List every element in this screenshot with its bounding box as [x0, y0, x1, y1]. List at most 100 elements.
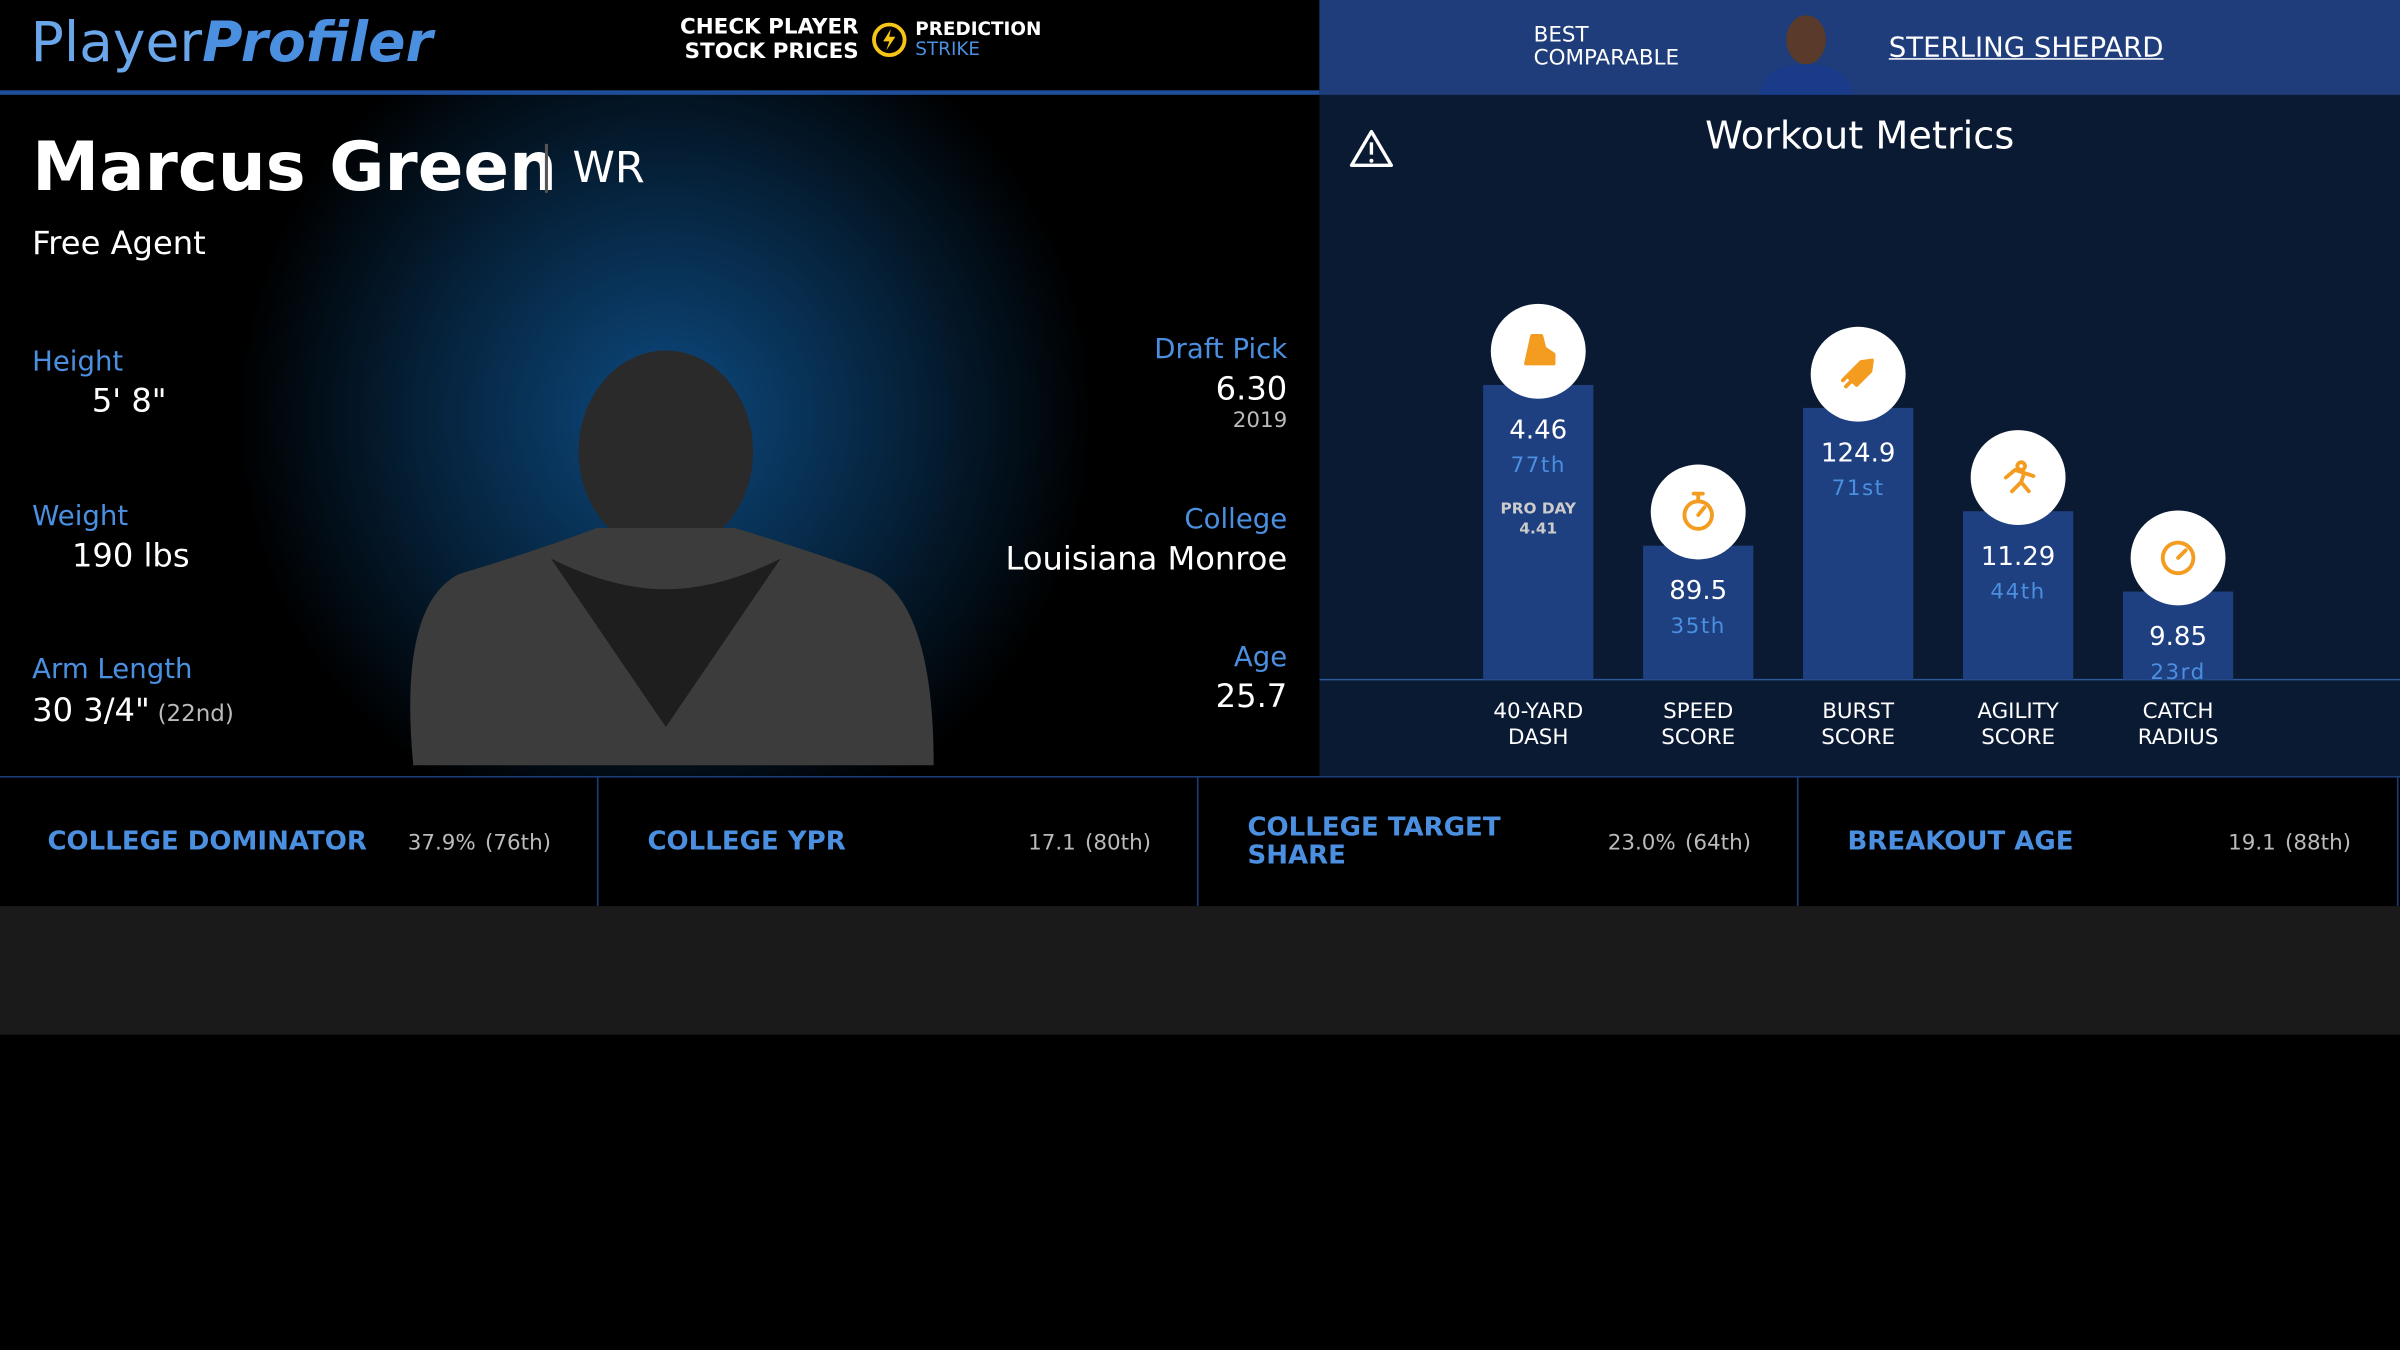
comparable-photo [1760, 15, 1853, 95]
comparable-bar [1319, 0, 2400, 95]
metric-label: SCORE [1981, 725, 2055, 750]
stat-number: 17.1 [1028, 831, 1076, 856]
bar [1483, 384, 1594, 680]
college: Louisiana Monroe [1005, 540, 1288, 578]
metric-percentile: 71st [1832, 476, 1885, 501]
metric-value: 124.9 [1821, 438, 1895, 468]
logo-left: Player [30, 12, 203, 75]
metric-value: 11.29 [1981, 542, 2055, 572]
college-label: College [1184, 503, 1288, 536]
brand[interactable]: PREDICTION STRIKE [915, 18, 1042, 60]
metric-label: DASH [1508, 725, 1568, 750]
stat-value: 23.0% (64th) [1608, 823, 1751, 857]
stat-label-text: COLLEGE DOMINATOR [47, 826, 367, 858]
metric-percentile: 23rd [2150, 660, 2205, 685]
divider [544, 143, 548, 193]
promo-line: STOCK PRICES [684, 39, 859, 65]
metric-label: 40-YARD [1493, 699, 1583, 724]
comparable-name[interactable]: STERLING SHEPARD [1888, 32, 2164, 65]
header [0, 0, 1320, 91]
stat-label: COLLEGE TARGET SHARE [1247, 778, 1576, 907]
stat-value: 19.1 (88th) [2228, 823, 2351, 857]
arm-rank: (22nd) [157, 699, 234, 728]
stat-rank: (88th) [2285, 831, 2352, 856]
header-rule [0, 90, 1320, 95]
height: 5' 8" [91, 382, 167, 420]
icon [1840, 358, 1874, 389]
weight-label: Weight [32, 500, 129, 533]
draft: 6.30 [1215, 370, 1288, 408]
logo[interactable]: PlayerProfiler [31, 12, 433, 75]
age-label: Age [1233, 641, 1288, 674]
metric-label: AGILITY [1977, 699, 2059, 724]
metric-percentile: 44th [1990, 579, 2045, 604]
stat-value: 17.1 (80th) [1028, 823, 1151, 857]
stat-label: COLLEGE YPR [647, 778, 976, 907]
player-team: Free Agent [32, 224, 206, 262]
stat-value: 37.9% (76th) [408, 823, 551, 857]
promo-line: CHECK PLAYER [680, 15, 859, 40]
icon [1682, 491, 1714, 531]
stat-label-text: COLLEGE TARGET SHARE [1247, 812, 1501, 871]
metric-label: CATCH [2143, 699, 2214, 724]
stat-cell: COLLEGE YPR 17.1 (80th) [600, 777, 1199, 907]
stats-rule [0, 776, 2400, 778]
brand-line: PREDICTION [915, 18, 1042, 40]
arm-label: Arm Length [32, 653, 193, 686]
metric-percentile: 35th [1671, 614, 1726, 639]
brand-icon [872, 22, 907, 58]
bar [1963, 511, 2074, 680]
warning-dot [1369, 158, 1374, 163]
brand-line: STRIKE [915, 38, 981, 60]
metric-label: SCORE [1661, 725, 1735, 750]
icon-bg [1970, 430, 2066, 525]
workout-title: Workout Metrics [1705, 113, 2014, 158]
bar [1643, 545, 1754, 680]
metric-label: SPEED [1663, 699, 1733, 724]
metric-note: PRO DAY [1501, 500, 1577, 518]
comparable-line: BEST [1533, 22, 1589, 48]
icon [1524, 334, 1556, 366]
metric-label: SCORE [1821, 725, 1895, 750]
height-label: Height [32, 345, 124, 379]
age: 25.7 [1215, 678, 1288, 715]
stat-label: BREAKOUT AGE [1847, 778, 2176, 907]
promo[interactable]: CHECK PLAYER STOCK PRICES [658, 15, 859, 64]
footer-band [0, 906, 2400, 1035]
stat-number: 37.9% [407, 831, 476, 856]
draft-year: 2019 [1232, 408, 1288, 434]
icon [2003, 460, 2036, 494]
comparable-line: COMPARABLE [1533, 45, 1680, 71]
stat-label: COLLEGE DOMINATOR [47, 778, 376, 907]
draft-label: Draft Pick [1154, 333, 1288, 366]
icon [2160, 540, 2196, 576]
metric-value: 89.5 [1669, 576, 1727, 606]
comparable-label: BEST COMPARABLE [1534, 24, 1679, 70]
metric-value: 9.85 [2149, 622, 2207, 652]
stat-rank: (80th) [1085, 831, 1152, 856]
player-position: WR [572, 142, 645, 193]
stat-cell: COLLEGE DOMINATOR 37.9% (76th) [0, 777, 599, 907]
stat-number: 19.1 [2228, 831, 2276, 856]
logo-right: Profiler [202, 12, 433, 75]
warning-icon[interactable] [1349, 129, 1394, 167]
metric-label: RADIUS [2138, 725, 2219, 750]
bar [2122, 591, 2234, 680]
stat-cell: COLLEGE TARGET SHARE 23.0% (64th) [1200, 777, 1799, 907]
metric-value: 4.46 [1509, 416, 1567, 446]
stat-number: 23.0% [1607, 831, 1676, 856]
stat-label-text: BREAKOUT AGE [1847, 826, 2074, 858]
arm: 30 3/4" (22nd) [32, 692, 234, 729]
weight: 190 lbs [71, 537, 190, 574]
arm-value: 30 3/4" [32, 691, 150, 729]
player-name: Marcus Green [32, 128, 558, 207]
silhouette [410, 350, 934, 766]
metric-percentile: 77th [1511, 453, 1566, 478]
metric-label: BURST [1822, 699, 1895, 724]
stat-cell: BREAKOUT AGE 19.1 (88th) [1800, 777, 2399, 907]
stat-rank: (76th) [485, 831, 552, 856]
metric-note-value: 4.41 [1519, 519, 1557, 537]
stat-label-text: COLLEGE YPR [647, 826, 846, 858]
bar [1803, 407, 1914, 680]
